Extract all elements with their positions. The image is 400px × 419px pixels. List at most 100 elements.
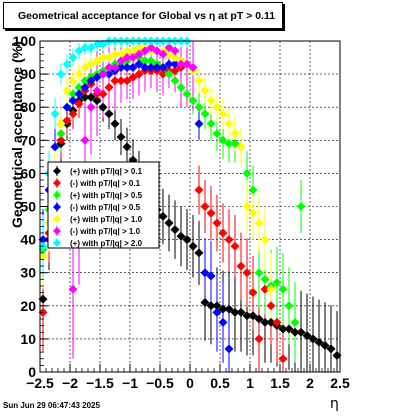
data-point-green [182, 89, 192, 99]
data-point-black [116, 132, 126, 142]
data-point-magenta [128, 53, 138, 63]
data-point-red [116, 76, 126, 86]
data-point-yellow [56, 119, 66, 129]
data-point-green [290, 317, 300, 327]
data-point-red [158, 69, 168, 79]
data-point-yellow [80, 62, 90, 72]
data-point-cyan [74, 46, 84, 56]
data-point-yellow [122, 46, 132, 56]
data-point-yellow [38, 251, 48, 261]
data-point-blue [62, 102, 72, 112]
y-tick-label: 20 [20, 298, 36, 314]
y-tick-label: 40 [20, 232, 36, 248]
data-point-magenta [146, 43, 156, 53]
data-point-magenta [152, 46, 162, 56]
data-point-green [242, 168, 252, 178]
data-point-green [188, 96, 198, 106]
data-point-blue [158, 62, 168, 72]
data-point-black [308, 334, 318, 344]
data-point-yellow [86, 59, 96, 69]
data-point-magenta [170, 46, 180, 56]
data-point-green [296, 202, 306, 211]
legend-label: (+) with pT/|q| > 1.0 [70, 215, 143, 224]
y-tick-label: 80 [20, 99, 36, 115]
data-point-magenta [176, 59, 186, 69]
data-point-blue [164, 59, 174, 69]
data-point-red [272, 317, 282, 327]
data-point-black [320, 341, 330, 351]
data-point-cyan [92, 39, 102, 49]
data-point-green [176, 82, 186, 92]
data-point-red [62, 115, 72, 125]
data-point-green [284, 301, 294, 311]
data-point-black [194, 248, 204, 258]
data-point-yellow [110, 49, 120, 59]
data-point-green [212, 129, 222, 139]
data-point-yellow [254, 218, 264, 228]
data-point-yellow [266, 284, 276, 294]
data-point-red [242, 268, 252, 278]
legend-box [47, 161, 160, 249]
data-point-yellow [128, 46, 138, 56]
y-tick-label: 100 [13, 33, 37, 49]
data-point-yellow [74, 69, 84, 79]
data-point-cyan [86, 43, 96, 53]
data-point-yellow [104, 53, 114, 63]
data-point-magenta [116, 56, 126, 66]
data-point-blue [134, 59, 144, 69]
data-point-green [230, 139, 240, 149]
y-tick-label: 0 [28, 364, 36, 380]
legend-marker [53, 167, 61, 175]
x-tick-label: 0 [186, 375, 194, 391]
x-tick-label: 2 [306, 375, 314, 391]
data-point-black [98, 102, 108, 112]
legend-label: (+) with pT/|q| > 2.0 [70, 239, 143, 248]
data-point-yellow [242, 202, 252, 211]
data-point-black [266, 317, 276, 327]
data-point-black [86, 92, 96, 102]
data-point-cyan [98, 39, 108, 49]
data-point-black [200, 297, 210, 307]
data-point-green [206, 119, 216, 129]
data-point-blue [50, 142, 60, 152]
data-point-black [170, 225, 180, 235]
data-point-black [206, 301, 216, 311]
data-point-green [68, 89, 78, 99]
data-point-red [212, 218, 222, 228]
data-point-black [92, 96, 102, 106]
x-tick-label: 2.5 [330, 375, 350, 391]
data-point-blue [200, 268, 210, 278]
legend-label: (+) with pT/|q| > 0.1 [70, 167, 143, 176]
x-tick-label: −1.5 [86, 375, 114, 391]
data-point-black [230, 307, 240, 317]
data-point-blue [128, 62, 138, 72]
data-point-blue [170, 59, 180, 69]
data-point-magenta [122, 53, 132, 63]
data-point-red [236, 261, 246, 271]
y-tick-label: 10 [20, 331, 36, 347]
data-point-blue [74, 89, 84, 99]
data-point-red [194, 185, 204, 195]
data-point-black [284, 324, 294, 334]
data-point-blue [68, 96, 78, 106]
data-point-blue [206, 271, 216, 281]
data-point-red [68, 109, 78, 119]
data-point-blue [212, 307, 222, 317]
data-point-yellow [236, 142, 246, 152]
data-point-yellow [230, 129, 240, 139]
data-point-black [260, 317, 270, 327]
data-point-yellow [224, 119, 234, 129]
data-point-yellow [200, 86, 210, 96]
legend-label: (+) with pT/|q| > 0.5 [70, 191, 143, 200]
data-point-red [134, 69, 144, 79]
data-point-red [224, 235, 234, 245]
axes: −2.5 −2 −1.5 −1 −0.5 0 0.5 1 1.5 2 2.5 0 10 20 30 40 50 6… [13, 33, 350, 391]
data-point-blue [194, 119, 204, 129]
data-point-yellow [248, 208, 258, 218]
legend: (+) with pT/|q| > 0.1 (-) with pT/|q| > 0… [47, 161, 160, 249]
data-point-green [56, 129, 66, 139]
data-point-green [254, 268, 264, 278]
data-point-magenta [110, 62, 120, 72]
